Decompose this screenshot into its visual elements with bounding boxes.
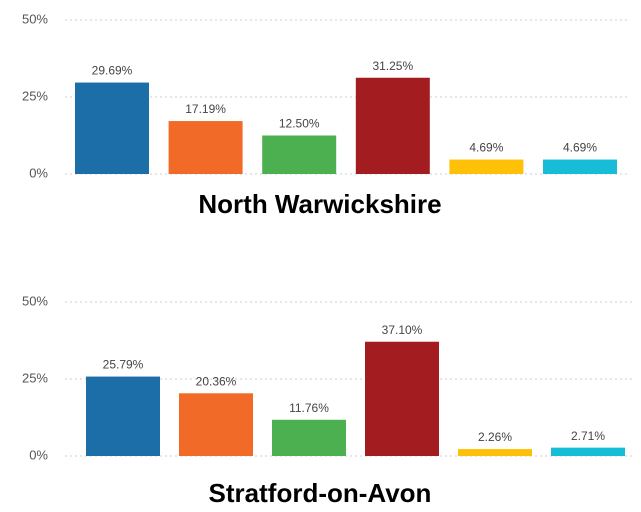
y-tick-label: 25% bbox=[22, 370, 48, 385]
bar bbox=[86, 376, 160, 456]
value-label: 4.69% bbox=[563, 141, 597, 155]
y-tick-label: 50% bbox=[22, 293, 48, 308]
bar bbox=[179, 393, 253, 456]
chart-title: North Warwickshire bbox=[198, 189, 441, 219]
y-tick-label: 0% bbox=[29, 447, 48, 462]
y-tick-label: 0% bbox=[29, 165, 48, 180]
bar bbox=[355, 77, 430, 174]
value-label: 17.19% bbox=[185, 102, 226, 116]
chart-title: Stratford-on-Avon bbox=[209, 478, 432, 508]
bar bbox=[543, 159, 617, 174]
bar bbox=[449, 159, 524, 174]
value-label: 20.36% bbox=[196, 374, 237, 388]
bar bbox=[551, 447, 625, 456]
value-label: 2.71% bbox=[571, 429, 605, 443]
value-label: 29.69% bbox=[92, 64, 133, 78]
bar bbox=[272, 419, 346, 456]
y-tick-label: 25% bbox=[22, 88, 48, 103]
value-label: 12.50% bbox=[279, 117, 320, 131]
bar bbox=[365, 341, 439, 456]
value-label: 2.26% bbox=[478, 430, 512, 444]
bar bbox=[262, 135, 337, 174]
value-label: 4.69% bbox=[469, 141, 503, 155]
value-label: 25.79% bbox=[103, 358, 144, 372]
bar bbox=[458, 449, 532, 456]
value-label: 11.76% bbox=[289, 401, 329, 415]
bar bbox=[75, 82, 149, 174]
y-tick-label: 50% bbox=[22, 11, 48, 26]
value-label: 31.25% bbox=[372, 59, 413, 73]
bar bbox=[168, 121, 243, 174]
value-label: 37.10% bbox=[382, 323, 423, 337]
